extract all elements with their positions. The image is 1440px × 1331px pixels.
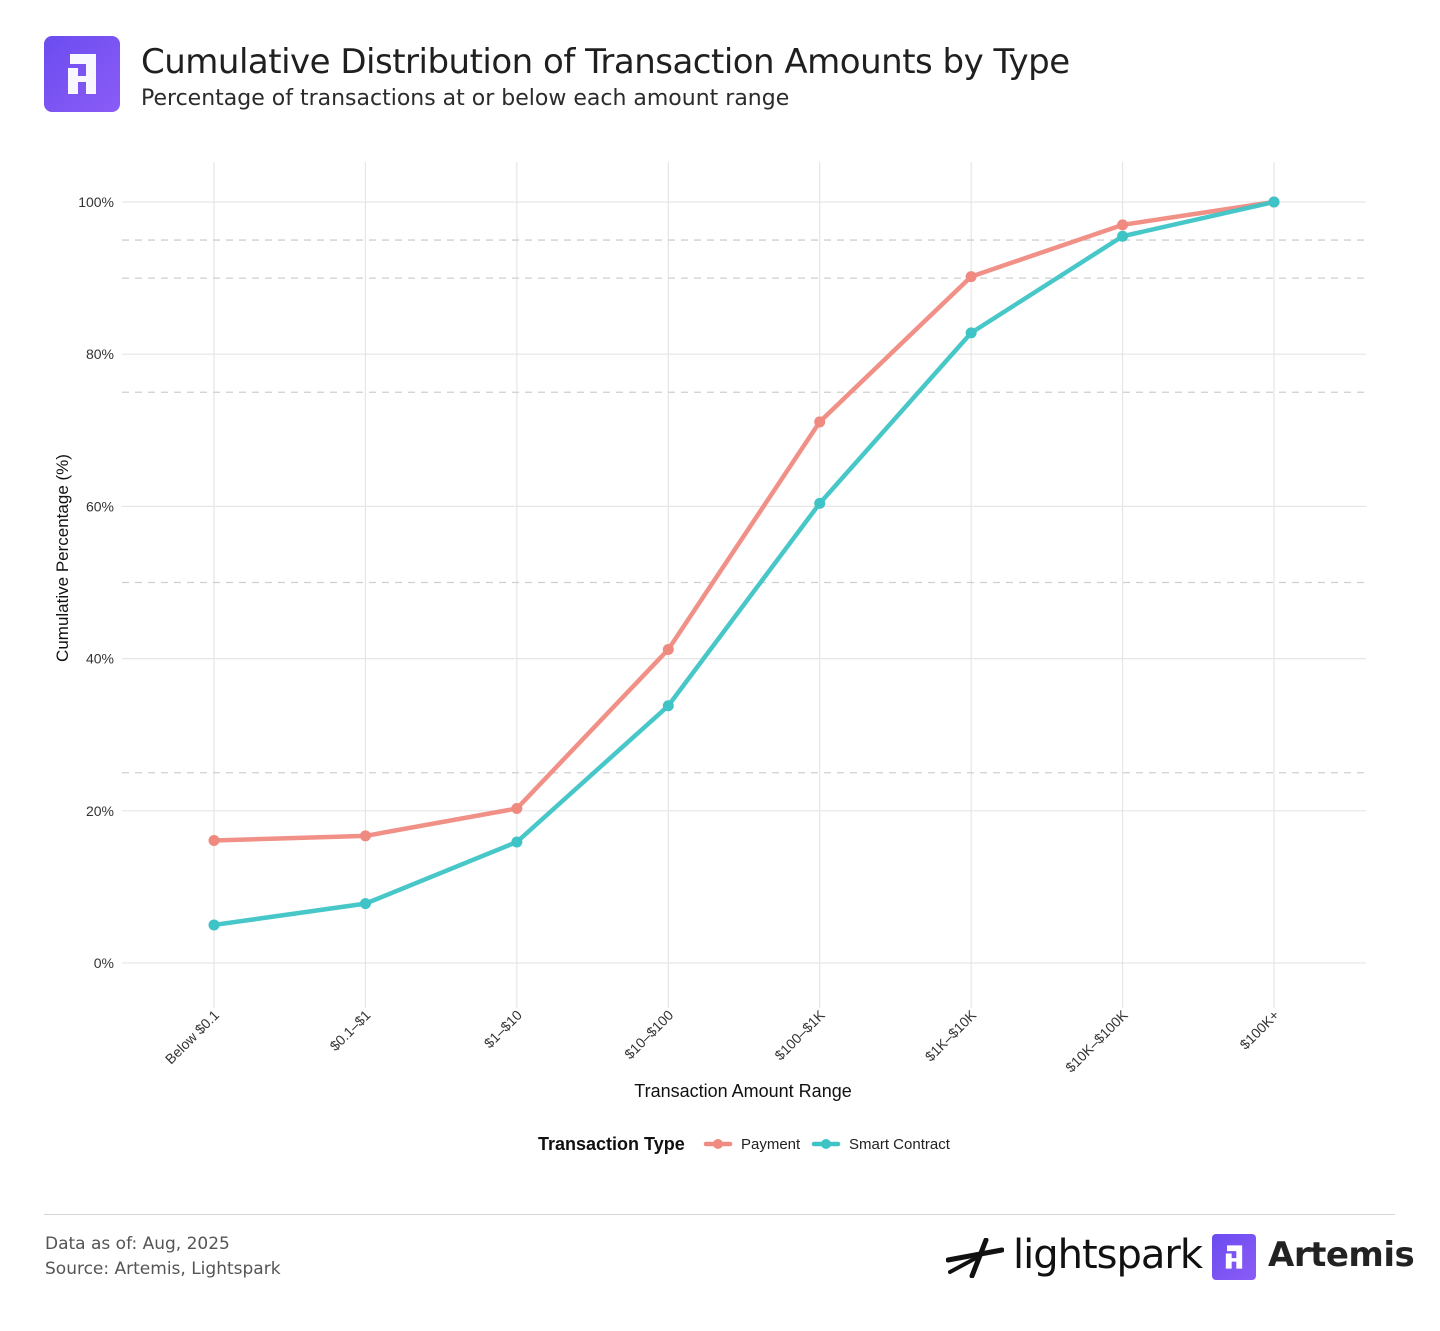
x-tick-label: $0.1–$1 [326, 1007, 373, 1054]
lightspark-wordmark: lightspark [1013, 1232, 1203, 1278]
legend-title: Transaction Type [538, 1134, 685, 1154]
series-line [211, 199, 1277, 843]
lightspark-logo-icon [946, 1238, 1004, 1278]
series-payment [208, 196, 1280, 846]
legend-swatch-dot [821, 1139, 831, 1149]
y-tick-label: 20% [86, 803, 114, 819]
series-line [211, 199, 1277, 928]
x-tick-label: $10–$100 [621, 1007, 677, 1063]
y-axis-label: Cumulative Percentage (%) [53, 454, 72, 662]
data-point [965, 271, 977, 283]
artemis-logo-icon [44, 36, 120, 112]
data-point [359, 830, 371, 842]
x-tick-label: $10K–$100K [1062, 1006, 1131, 1075]
x-tick-label: Below $0.1 [162, 1007, 222, 1067]
data-point [814, 416, 826, 428]
page-subtitle: Percentage of transactions at or below e… [141, 86, 790, 111]
page-title: Cumulative Distribution of Transaction A… [141, 42, 1070, 82]
x-tick-label: $100–$1K [771, 1006, 828, 1063]
data-point [814, 497, 826, 509]
data-point [208, 834, 220, 846]
data-point [1117, 219, 1129, 231]
x-axis-label: Transaction Amount Range [634, 1081, 851, 1101]
data-point [511, 836, 523, 848]
cumulative-distribution-chart: 0% 20% 40% 60% 80% 100% Below $0.1 $0.1–$1 $1–$… [53, 162, 1366, 1154]
x-tick-labels: Below $0.1 $0.1–$1 $1–$10 $10–$100 $100–$1K $… [162, 1006, 1282, 1075]
data-point [359, 898, 371, 910]
y-tick-label: 40% [86, 651, 114, 667]
legend-swatch-dot [713, 1139, 723, 1149]
data-point [662, 700, 674, 712]
artemis-wordmark: Artemis [1268, 1235, 1415, 1275]
y-tick-label: 100% [78, 194, 114, 210]
y-tick-label: 80% [86, 346, 114, 362]
footer-divider [44, 1214, 1395, 1215]
x-tick-label: $1K–$10K [922, 1006, 980, 1064]
series-layer [208, 196, 1280, 931]
data-point [1117, 230, 1129, 242]
source-note: Source: Artemis, Lightspark [45, 1259, 281, 1279]
legend: Transaction Type Payment Smart Contract [538, 1134, 951, 1154]
legend-label: Payment [741, 1136, 801, 1153]
data-point [511, 803, 523, 815]
data-as-of: Data as of: Aug, 2025 [45, 1234, 230, 1254]
data-point [662, 643, 674, 655]
x-tick-label: $1–$10 [481, 1007, 525, 1051]
artemis-small-logo-icon [1212, 1234, 1256, 1280]
series-smart-contract [208, 196, 1280, 931]
lightspark-brand: lightspark [946, 1232, 1203, 1282]
x-tick-label: $100K+ [1236, 1007, 1282, 1053]
chart-header: Cumulative Distribution of Transaction A… [44, 36, 1404, 116]
legend-label: Smart Contract [849, 1136, 951, 1153]
y-tick-label: 60% [86, 498, 114, 514]
y-tick-label: 0% [94, 955, 114, 971]
data-point [965, 327, 977, 339]
data-point [208, 919, 220, 931]
artemis-brand: Artemis [1212, 1233, 1415, 1281]
y-tick-labels: 0% 20% 40% 60% 80% 100% [78, 194, 114, 971]
grid-layer [122, 162, 1366, 1008]
data-point [1268, 196, 1280, 208]
